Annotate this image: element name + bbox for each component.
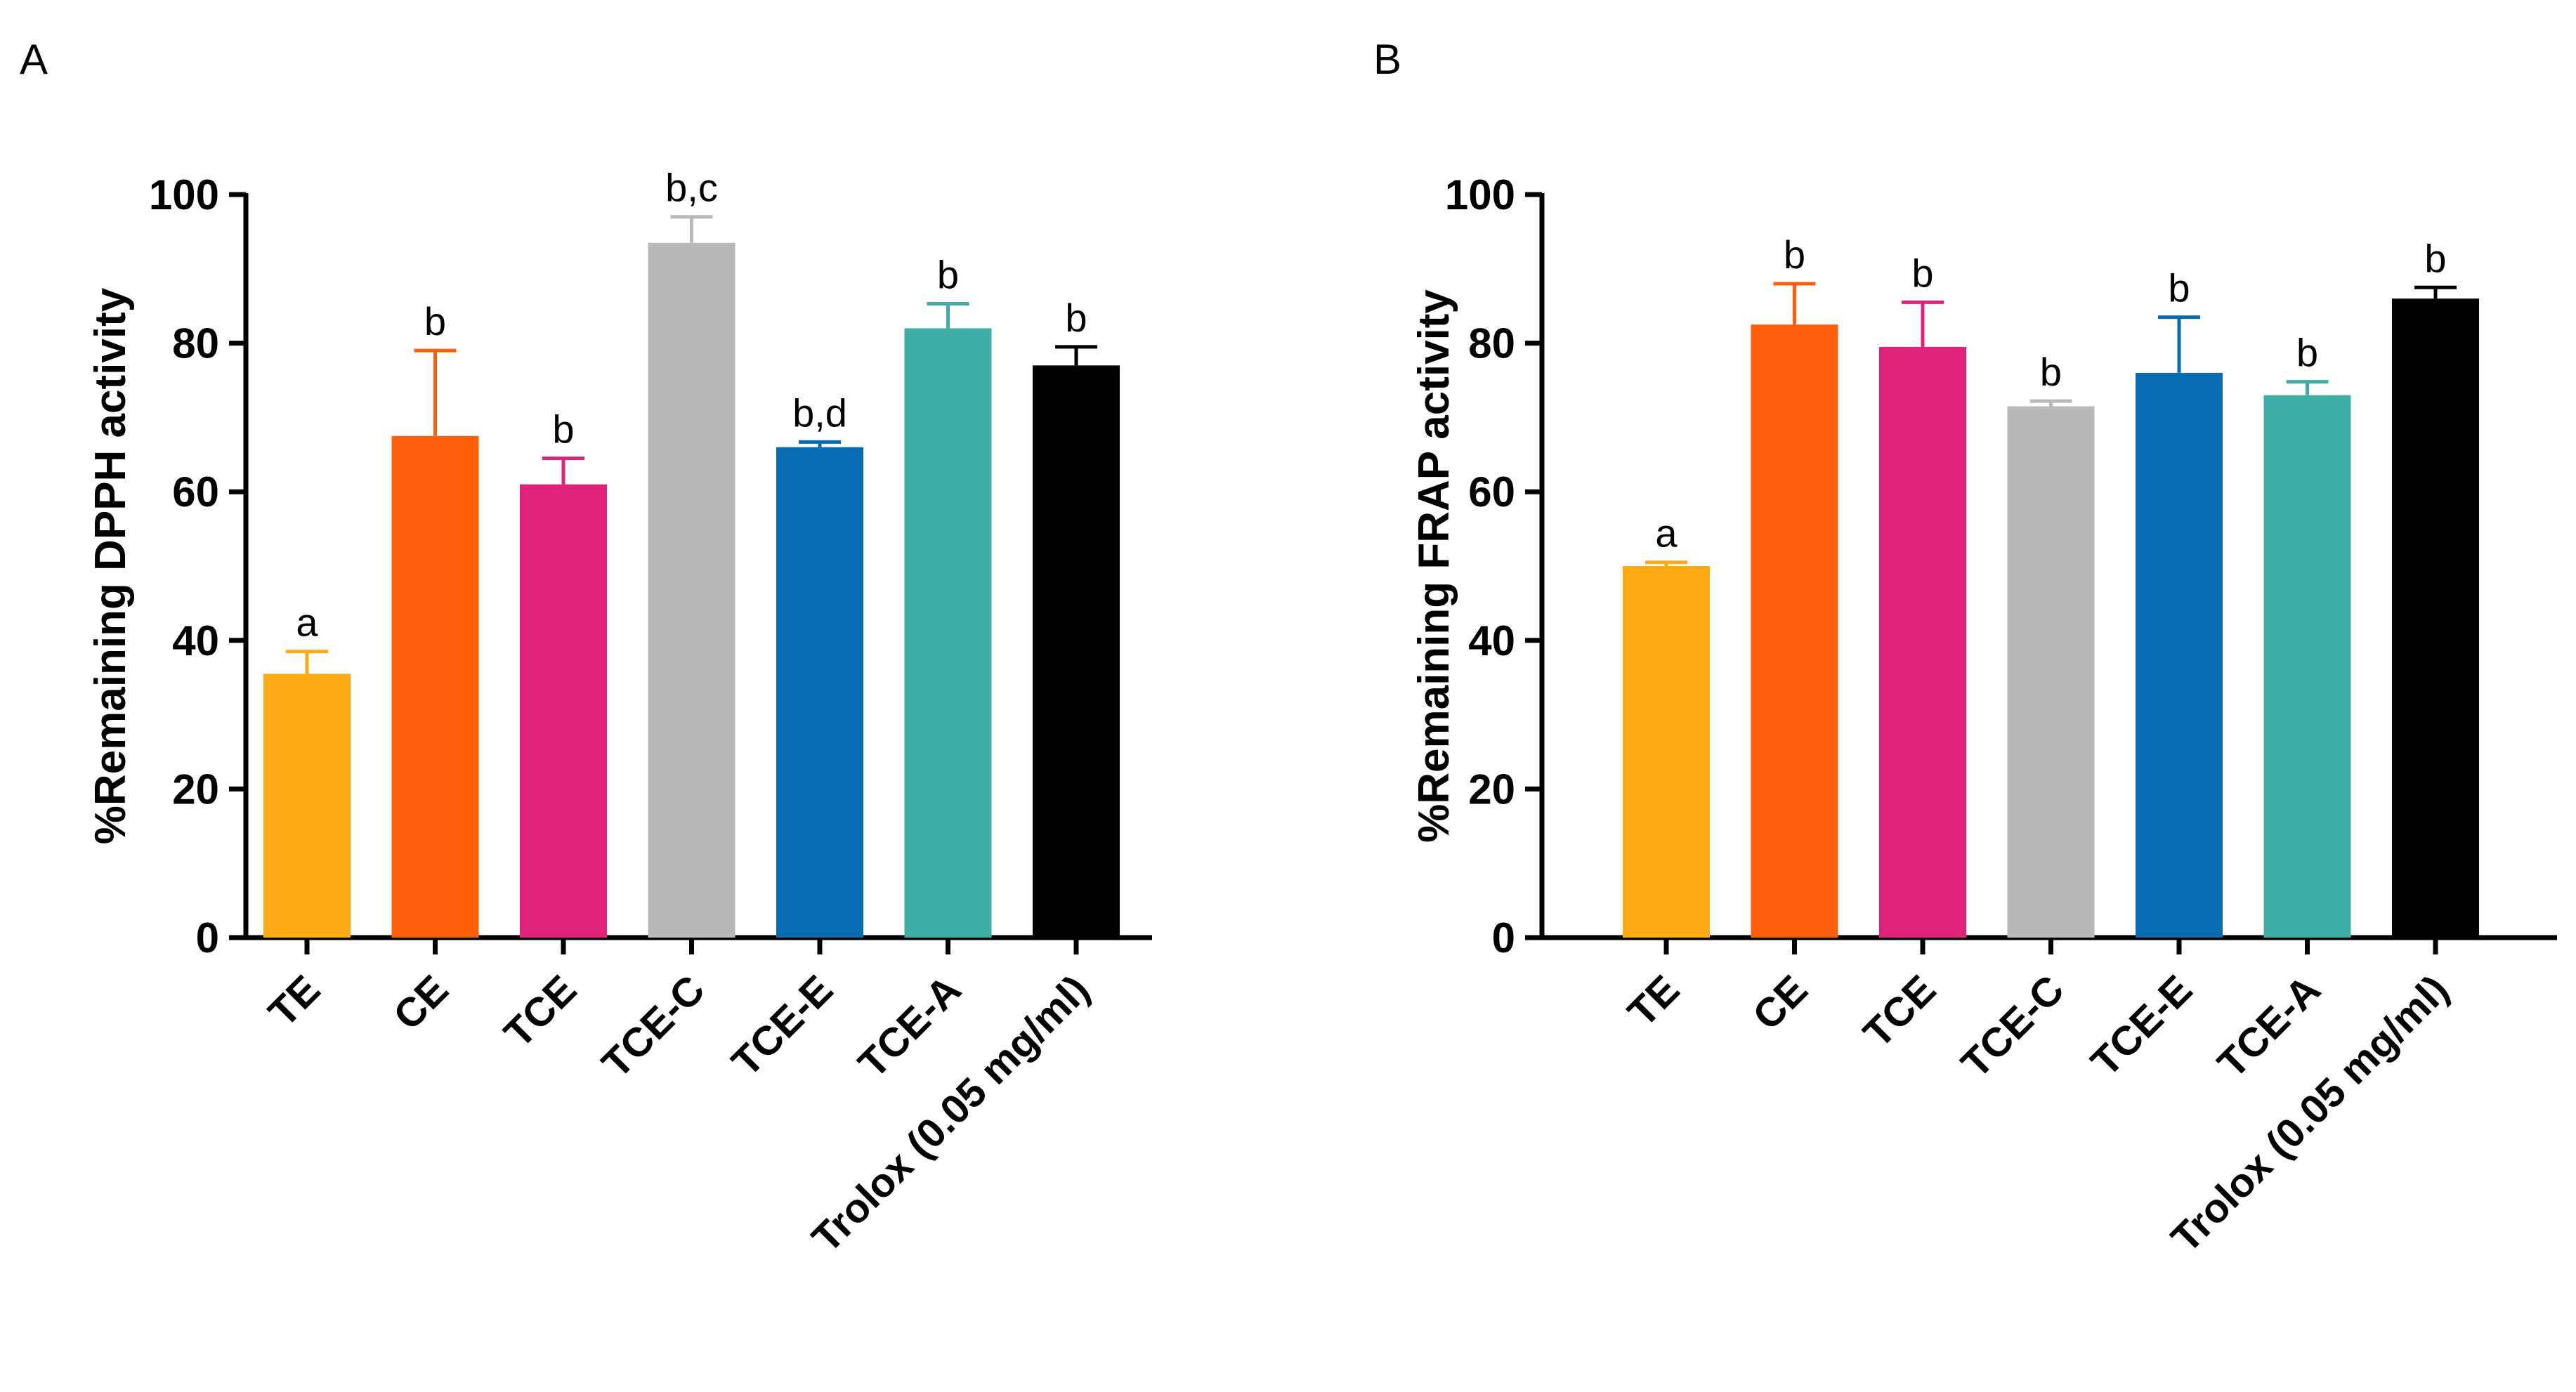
- bar-tce: [1879, 346, 1966, 938]
- y-tick-label-0: 0: [1492, 914, 1515, 961]
- category-label-tce-e: TCE-E: [723, 966, 842, 1085]
- y-tick-label-100: 100: [149, 171, 219, 218]
- significance-label-trolox-0-05-mg-ml: b: [1065, 296, 1087, 340]
- significance-label-tce-c: b,c: [665, 166, 718, 210]
- category-label-tce-a: TCE-A: [2209, 966, 2329, 1086]
- category-label-tce-e: TCE-E: [2082, 966, 2201, 1085]
- significance-label-ce: b: [424, 299, 446, 343]
- significance-label-tce-a: b: [937, 253, 959, 297]
- y-tick-label-40: 40: [1468, 617, 1515, 664]
- significance-label-tce: b: [552, 407, 574, 452]
- significance-label-trolox-0-05-mg-ml: b: [2424, 236, 2446, 280]
- significance-label-te: a: [296, 600, 318, 645]
- bar-tce-a: [2263, 395, 2351, 938]
- y-tick-label-60: 60: [172, 468, 219, 516]
- bar-tce-c: [2007, 406, 2095, 938]
- bar-ce: [1751, 324, 1838, 938]
- y-tick-label-80: 80: [1468, 320, 1515, 367]
- panel-a-dpph-chart: A %Remaining DPPH activity 0 20 40 60 80 100 a TE…: [20, 36, 1152, 1261]
- bar-tce-c: [648, 242, 735, 938]
- y-tick-label-0: 0: [196, 914, 219, 961]
- bar-te: [263, 674, 351, 938]
- category-label-tce-a: TCE-A: [849, 966, 969, 1086]
- bar-tce-e: [776, 447, 863, 938]
- category-label-tce-c: TCE-C: [593, 966, 713, 1086]
- y-axis-title: %Remaining DPPH activity: [86, 287, 135, 844]
- bar-tce: [520, 484, 607, 938]
- significance-label-ce: b: [1784, 232, 1805, 277]
- y-tick-label-100: 100: [1445, 171, 1515, 218]
- significance-label-tce-e: b,d: [792, 390, 847, 435]
- bar-tce-e: [2136, 372, 2223, 938]
- category-label-tce-c: TCE-C: [1952, 966, 2072, 1086]
- y-tick-label-80: 80: [172, 320, 219, 367]
- y-tick-label-20: 20: [1468, 766, 1515, 813]
- significance-label-tce: b: [1911, 251, 1933, 295]
- bar-tce-a: [904, 328, 992, 938]
- category-label-te: TE: [260, 966, 329, 1035]
- y-tick-label-20: 20: [172, 766, 219, 813]
- category-label-ce: CE: [1744, 966, 1817, 1039]
- panel-b-frap-chart: B %Remaining FRAP activity 0 20 40 60 80 100 a TE…: [1373, 36, 2557, 1261]
- category-label-tce: TCE: [1855, 966, 1944, 1056]
- panel-letter: B: [1373, 36, 1401, 83]
- y-axis-title: %Remaining FRAP activity: [1410, 289, 1458, 843]
- significance-label-tce-c: b: [2040, 350, 2062, 394]
- y-tick-label-60: 60: [1468, 468, 1515, 516]
- significance-label-tce-a: b: [2296, 331, 2318, 375]
- panel-letter: A: [20, 36, 48, 83]
- bar-trolox-0-05-mg-ml: [2392, 298, 2479, 938]
- significance-label-te: a: [1655, 511, 1678, 556]
- category-label-te: TE: [1619, 966, 1688, 1035]
- bar-ce: [391, 435, 479, 938]
- bar-trolox-0-05-mg-ml: [1033, 365, 1120, 938]
- y-tick-label-40: 40: [172, 617, 219, 664]
- significance-label-tce-e: b: [2168, 266, 2190, 310]
- category-label-tce: TCE: [495, 966, 585, 1056]
- category-label-ce: CE: [385, 966, 457, 1039]
- bar-te: [1623, 566, 1710, 938]
